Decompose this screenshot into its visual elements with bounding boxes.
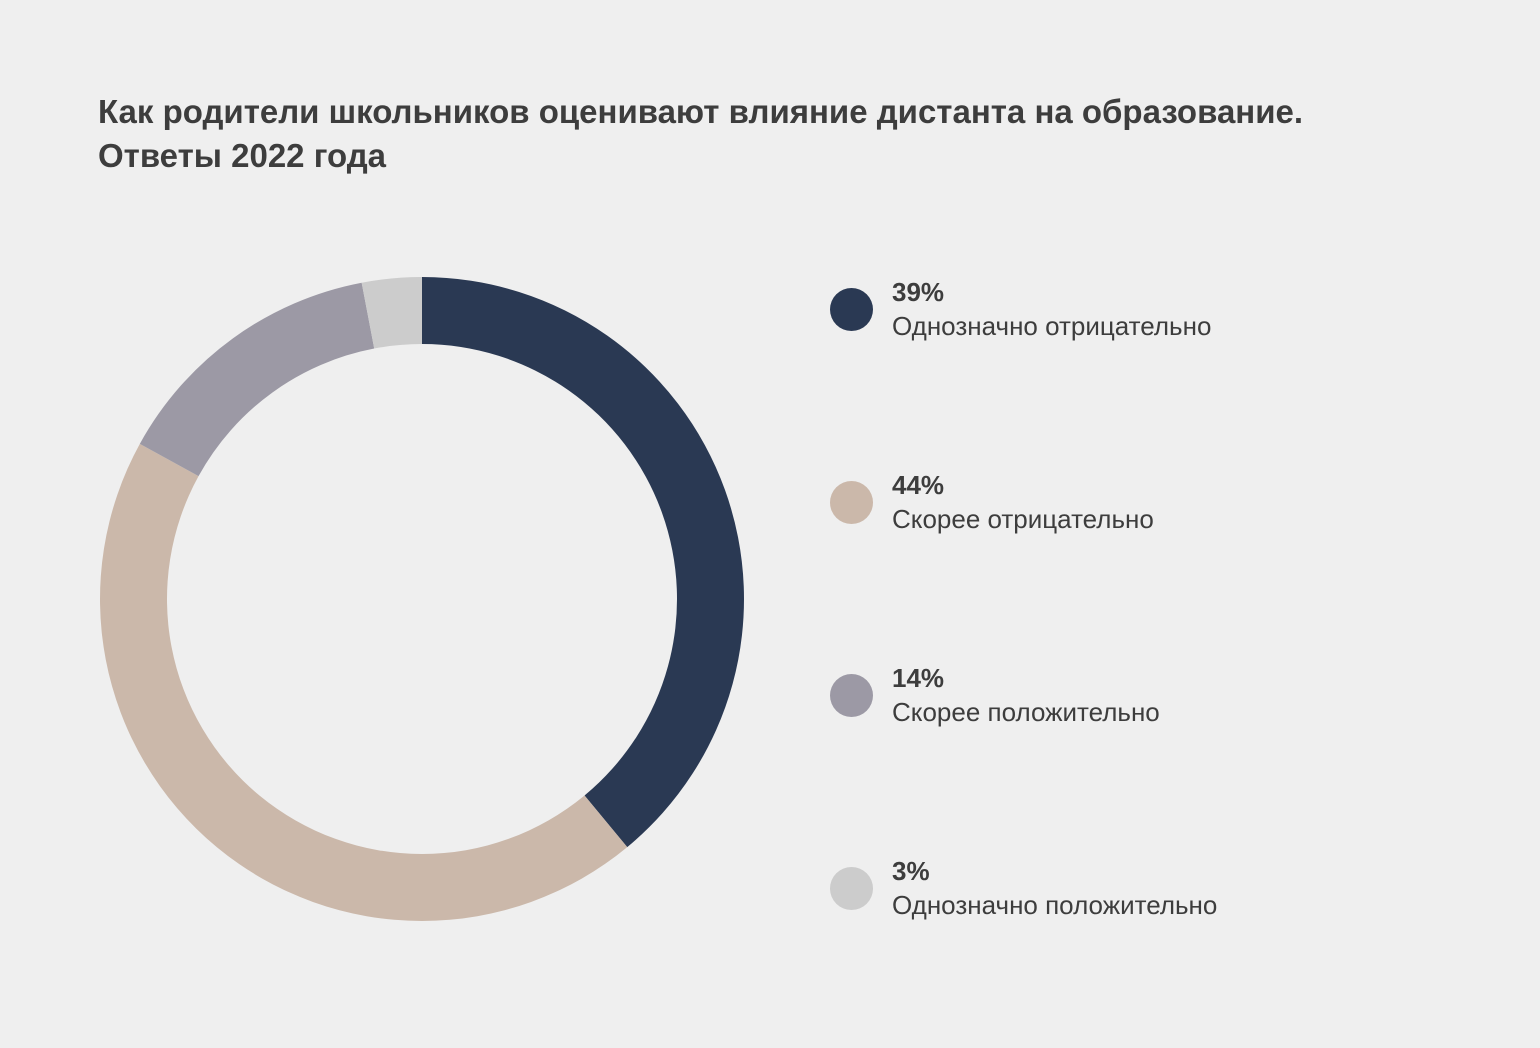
chart-title: Как родители школьников оценивают влияни… <box>98 90 1478 178</box>
legend-swatch <box>830 867 873 910</box>
donut-slice-3 <box>139 282 375 477</box>
legend-value: 44% <box>892 470 945 500</box>
legend-value: 39% <box>892 277 945 307</box>
legend-item-1: 39% Однозначно отрицательно <box>830 276 1470 469</box>
legend-item-3: 14% Скорее положительно <box>830 662 1470 855</box>
legend-swatch <box>830 481 873 524</box>
legend-label: Однозначно отрицательно <box>892 311 1212 341</box>
donut-slice-1 <box>422 277 745 848</box>
donut-chart <box>99 277 745 922</box>
donut-slice-2 <box>99 443 628 922</box>
legend: 39% Однозначно отрицательно 44% Скорее о… <box>830 276 1470 1048</box>
legend-label: Однозначно положительно <box>892 890 1218 920</box>
legend-item-4: 3% Однозначно положительно <box>830 855 1470 1048</box>
legend-label: Скорее положительно <box>892 697 1160 727</box>
legend-item-2: 44% Скорее отрицательно <box>830 469 1470 662</box>
legend-label: Скорее отрицательно <box>892 504 1154 534</box>
donut-slice-4 <box>361 277 422 349</box>
legend-swatch <box>830 674 873 717</box>
chart-title-line: Как родители школьников оценивают влияни… <box>98 93 1304 130</box>
legend-value: 3% <box>892 856 930 886</box>
legend-swatch <box>830 288 873 331</box>
chart-subtitle: Ответы 2022 года <box>98 137 387 174</box>
legend-value: 14% <box>892 663 945 693</box>
